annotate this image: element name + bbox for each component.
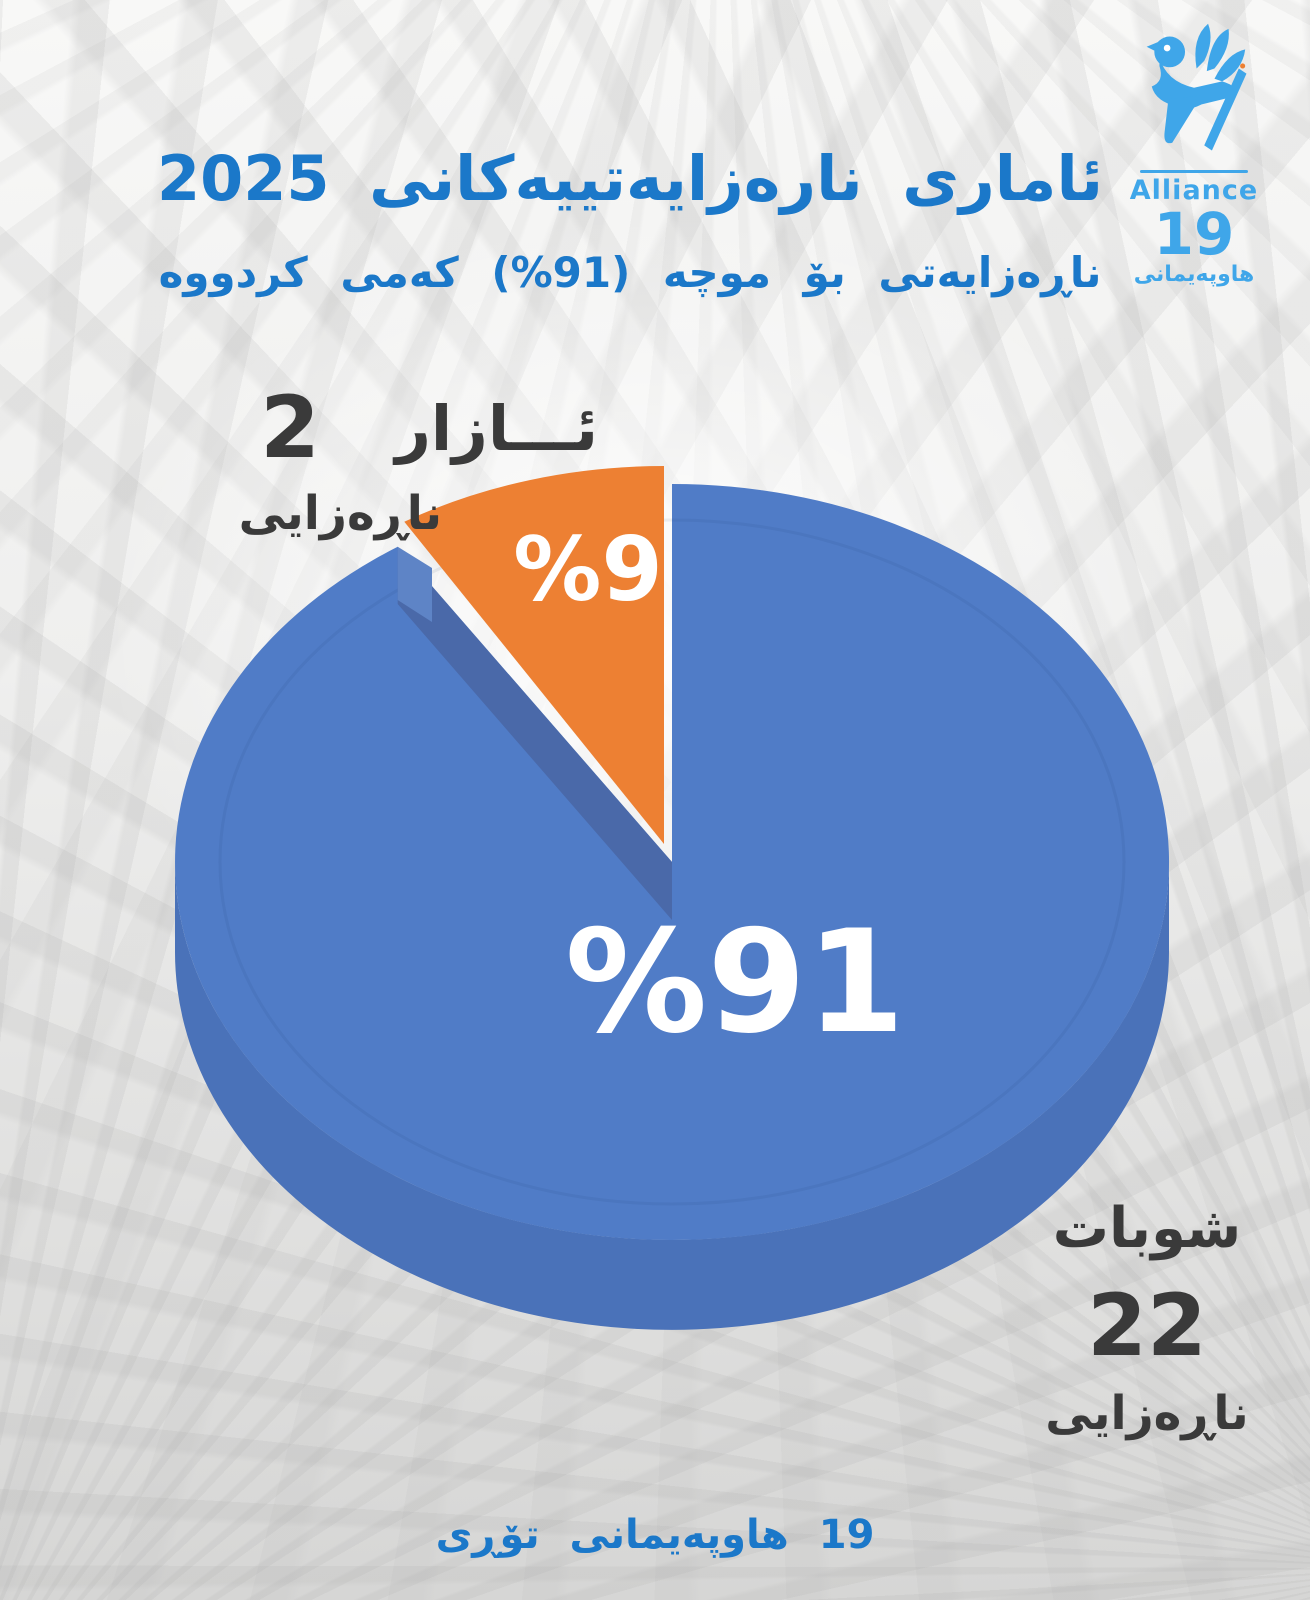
pie-rim-gap-sliver xyxy=(397,546,432,622)
footer-number: 19 xyxy=(818,1512,875,1558)
pen-nib-dot xyxy=(1240,63,1246,69)
dove-eye xyxy=(1163,44,1171,52)
logo-divider xyxy=(1140,170,1248,173)
subtitle-word: کردووە xyxy=(158,248,308,297)
orange-slice-percent-label: %9 xyxy=(513,518,663,621)
march-unit-label: ناڕەزایی xyxy=(238,486,442,541)
footer-word: تۆڕی xyxy=(435,1512,540,1558)
title-year: 2025 xyxy=(156,142,331,215)
title-word: ئاماری xyxy=(902,142,1104,215)
page-subtitle: ناڕەزایەتی بۆ موچە (%91) کەمی کردووە xyxy=(70,248,1190,297)
pie-slice-blue-top xyxy=(175,484,1170,1240)
march-month-label: ئـــازار xyxy=(395,392,598,465)
february-month-label: شوبات xyxy=(1052,1196,1242,1261)
pie-blue-inner-wall xyxy=(397,546,672,920)
page-title: ئاماری نارەزایەتییەکانی 2025 xyxy=(70,142,1190,215)
pie-blue-side-rim xyxy=(175,862,1169,1330)
logo-brand-en: Alliance xyxy=(1129,175,1259,206)
title-word: نارەزایەتییەکانی xyxy=(369,142,864,215)
logo-number: 19 xyxy=(1153,200,1235,269)
dove-with-pen-icon xyxy=(1146,23,1247,151)
alliance-19-logo: Alliance 19 هاوپەیمانی xyxy=(1114,14,1274,288)
pie-slice-orange xyxy=(404,465,664,844)
february-count-label: 22 xyxy=(1087,1276,1207,1376)
logo-brand-ku: هاوپەیمانی xyxy=(1133,262,1255,288)
footer: تۆڕی هاوپەیمانی 19 xyxy=(155,1512,1155,1558)
subtitle-word: موچە xyxy=(662,248,771,297)
subtitle-word: ناڕەزایەتی xyxy=(878,248,1102,297)
footer-word: هاوپەیمانی xyxy=(569,1512,789,1558)
subtitle-word: کەمی xyxy=(340,248,459,297)
subtitle-percent: (%91) xyxy=(491,248,631,297)
march-count-label: 2 xyxy=(260,378,320,478)
pie-inner-ring xyxy=(218,518,1126,1206)
blue-slice-percent-label: %91 xyxy=(565,900,905,1065)
subtitle-word: بۆ xyxy=(803,248,846,297)
february-unit-label: ناڕەزایی xyxy=(1045,1386,1249,1441)
